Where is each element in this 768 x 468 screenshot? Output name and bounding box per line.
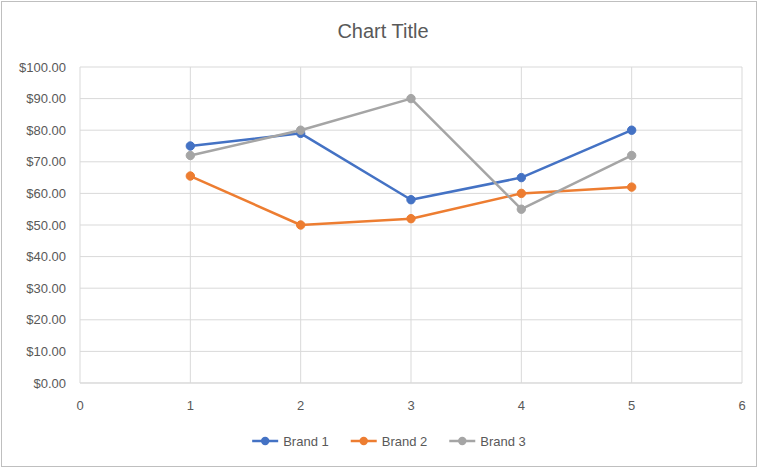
x-grid-line (80, 67, 81, 383)
x-tick-label: 4 (518, 398, 525, 413)
y-tick-label: $30.00 (26, 281, 66, 296)
series-marker (186, 151, 194, 159)
x-grid-line (742, 67, 743, 383)
y-tick-label: $70.00 (26, 154, 66, 169)
series-marker (407, 94, 415, 102)
chart-root: Chart Title $0.00 $10.00 $20.00 $30.00 $40.00… (0, 0, 768, 468)
chart: Chart Title $0.00 $10.00 $20.00 $30.00 $40.00… (0, 0, 768, 468)
legend-marker (458, 437, 466, 445)
series-marker (407, 214, 415, 222)
y-grid-line (80, 383, 742, 384)
legend-marker (261, 437, 269, 445)
x-grid-line (521, 67, 522, 383)
y-tick-label: $60.00 (26, 186, 66, 201)
series-marker (517, 173, 525, 181)
series-marker (517, 205, 525, 213)
plot-area (186, 94, 636, 229)
series-marker (627, 183, 635, 191)
legend: Brand 1 Brand 2 Brand 3 (252, 434, 526, 449)
y-tick-label: $50.00 (26, 218, 66, 233)
y-tick-label: $80.00 (26, 123, 66, 138)
chart-frame (2, 2, 757, 467)
y-tick-label: $10.00 (26, 344, 66, 359)
y-tick-label: $0.00 (33, 376, 66, 391)
legend-label: Brand 1 (283, 434, 329, 449)
series-marker (296, 221, 304, 229)
x-tick-label: 0 (76, 398, 83, 413)
x-tick-label: 5 (628, 398, 635, 413)
x-tick-label: 1 (187, 398, 194, 413)
legend-item: Brand 3 (449, 434, 526, 449)
legend-label: Brand 2 (382, 434, 428, 449)
series-marker (627, 151, 635, 159)
chart-title: Chart Title (337, 20, 428, 42)
x-grid-line (411, 67, 412, 383)
series-marker (517, 189, 525, 197)
legend-label: Brand 3 (480, 434, 526, 449)
series-line (190, 176, 631, 225)
series-marker (186, 142, 194, 150)
series-marker (407, 196, 415, 204)
x-axis-line (80, 383, 742, 384)
y-tick-label: $100.00 (19, 60, 66, 75)
series-marker (186, 172, 194, 180)
x-grid-line (631, 67, 632, 383)
x-grid-line (190, 67, 191, 383)
legend-item: Brand 2 (351, 434, 428, 449)
series-marker (296, 126, 304, 134)
y-tick-label: $20.00 (26, 312, 66, 327)
y-tick-label: $90.00 (26, 91, 66, 106)
legend-item: Brand 1 (252, 434, 329, 449)
series-line (190, 99, 631, 210)
series-marker (627, 126, 635, 134)
legend-marker (360, 437, 368, 445)
x-tick-label: 3 (407, 398, 414, 413)
y-tick-label: $40.00 (26, 249, 66, 264)
x-tick-label: 6 (738, 398, 745, 413)
x-tick-label: 2 (297, 398, 304, 413)
